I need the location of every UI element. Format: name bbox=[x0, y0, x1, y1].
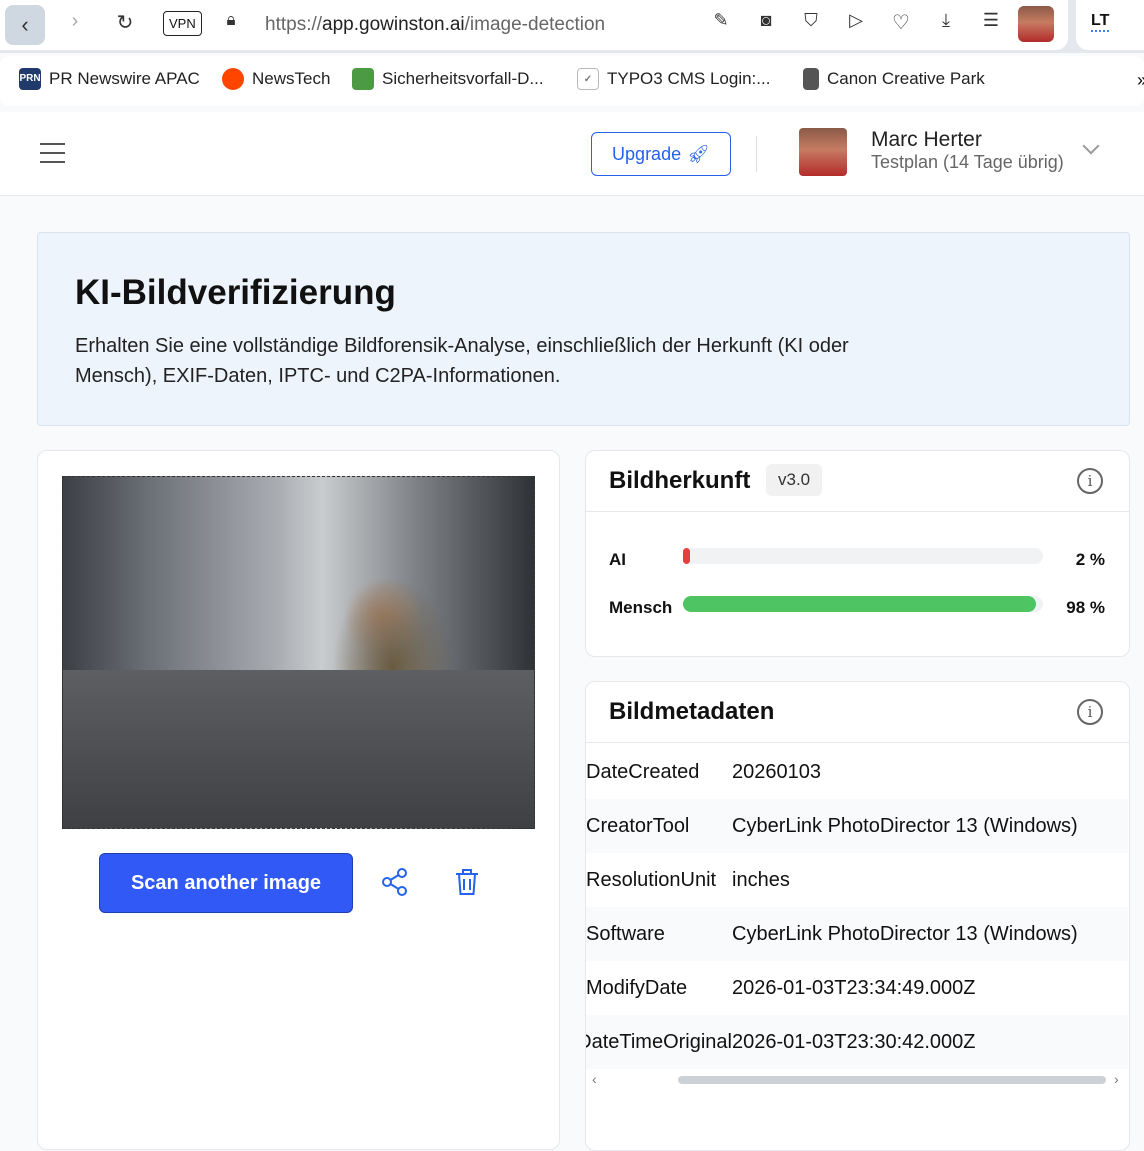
scan-another-image-button[interactable]: Scan another image bbox=[99, 853, 353, 913]
scroll-right-icon[interactable]: › bbox=[1114, 1071, 1119, 1087]
bookmark-sicherheitsvorfall[interactable]: Sicherheitsvorfall-D... bbox=[352, 68, 544, 90]
metadata-key: ResolutionUnit bbox=[586, 868, 717, 891]
languagetool-icon[interactable]: LT bbox=[1091, 12, 1110, 32]
settings-sliders-icon[interactable]: ☰ bbox=[982, 10, 1000, 30]
share-icon[interactable] bbox=[380, 867, 410, 902]
metadata-title: Bildmetadaten bbox=[609, 698, 775, 725]
upgrade-label: Upgrade bbox=[612, 143, 682, 164]
bookmark-pr-newswire[interactable]: PRN PR Newswire APAC bbox=[19, 68, 200, 90]
metadata-value: CyberLink PhotoDirector 13 (Windows) bbox=[732, 814, 1078, 837]
forward-button[interactable]: › bbox=[71, 10, 79, 32]
divider bbox=[586, 742, 1129, 743]
page-title: KI-Bildverifizierung bbox=[75, 273, 396, 312]
metadata-row: CreatorTool CyberLink PhotoDirector 13 (… bbox=[586, 799, 1128, 853]
metadata-row: ResolutionUnit inches bbox=[586, 853, 1128, 907]
divider bbox=[756, 136, 757, 172]
origin-bar-track bbox=[683, 596, 1043, 612]
bookmark-newstech[interactable]: NewsTech bbox=[222, 68, 330, 90]
metadata-row: ModifyDate 2026-01-03T23:34:49.000Z bbox=[586, 961, 1128, 1015]
metadata-row: DateTimeOriginal 2026-01-03T23:30:42.000… bbox=[586, 1015, 1128, 1069]
upgrade-button[interactable]: Upgrade 🚀︎ bbox=[591, 132, 731, 176]
url-path: /image-detection bbox=[464, 14, 606, 35]
address-bar-area bbox=[0, 0, 1068, 50]
url-host: app.gowinston.ai bbox=[322, 14, 465, 35]
url-field[interactable]: https://app.gowinston.ai/image-detection bbox=[265, 14, 605, 36]
origin-value-0: 2 % bbox=[1075, 550, 1105, 569]
heart-icon[interactable]: ♡ bbox=[892, 12, 910, 34]
bookmarks-bar bbox=[0, 56, 1144, 106]
scroll-left-icon[interactable]: ‹ bbox=[592, 1071, 597, 1087]
metadata-value: CyberLink PhotoDirector 13 (Windows) bbox=[732, 922, 1078, 945]
profile-avatar[interactable] bbox=[1018, 6, 1054, 42]
vpn-badge[interactable]: VPN bbox=[163, 11, 202, 36]
download-icon[interactable]: ⤓ bbox=[942, 10, 950, 30]
info-icon[interactable]: i bbox=[1077, 699, 1103, 725]
rocket-icon: 🚀︎ bbox=[687, 143, 710, 164]
info-icon[interactable]: i bbox=[1077, 468, 1103, 494]
metadata-value: 2026-01-03T23:30:42.000Z bbox=[732, 1030, 976, 1053]
metadata-row: Software CyberLink PhotoDirector 13 (Win… bbox=[586, 907, 1128, 961]
metadata-key: Software bbox=[586, 922, 665, 945]
typo3-icon: ✓ bbox=[577, 68, 599, 90]
origin-bar-track bbox=[683, 548, 1043, 564]
origin-bar-fill bbox=[683, 596, 1036, 612]
back-button[interactable]: ‹ bbox=[5, 5, 45, 45]
play-icon[interactable]: ▷ bbox=[849, 10, 863, 30]
shield-bookmark-icon bbox=[352, 68, 374, 90]
reload-button[interactable]: ↻ bbox=[116, 12, 134, 34]
version-badge: v3.0 bbox=[766, 464, 823, 496]
metadata-key: CreatorTool bbox=[586, 814, 690, 837]
bookmark-label: Canon Creative Park bbox=[827, 69, 985, 88]
hero-banner: KI-Bildverifizierung Erhalten Sie eine v… bbox=[37, 232, 1130, 426]
lock-icon: 🔒︎ bbox=[226, 10, 236, 29]
bookmark-label: PR Newswire APAC bbox=[49, 69, 200, 88]
metadata-key: ModifyDate bbox=[586, 976, 688, 999]
divider bbox=[586, 511, 1129, 512]
uploaded-image bbox=[62, 476, 535, 829]
file-icon bbox=[803, 68, 819, 90]
app-header bbox=[0, 112, 1144, 196]
user-avatar[interactable] bbox=[799, 128, 847, 176]
reddit-icon bbox=[222, 68, 244, 90]
bookmark-label: NewsTech bbox=[252, 69, 331, 88]
bookmark-label: Sicherheitsvorfall-D... bbox=[382, 69, 544, 88]
bookmark-canon[interactable]: Canon Creative Park bbox=[803, 68, 985, 90]
metadata-key: DateCreated bbox=[586, 760, 700, 783]
bookmark-label: TYPO3 CMS Login:... bbox=[607, 69, 771, 88]
metadata-value: 20260103 bbox=[732, 760, 821, 783]
horizontal-scrollbar[interactable] bbox=[678, 1076, 1106, 1084]
user-name[interactable]: Marc Herter bbox=[871, 128, 982, 151]
metadata-value: inches bbox=[732, 868, 790, 891]
origin-label-0: AI bbox=[609, 550, 626, 569]
edit-icon[interactable]: ✎ bbox=[713, 10, 729, 30]
more-bookmarks-icon[interactable]: » bbox=[1137, 70, 1144, 91]
bookmark-typo3[interactable]: ✓ TYPO3 CMS Login:... bbox=[577, 68, 770, 90]
camera-icon[interactable]: ◙ bbox=[760, 10, 772, 30]
origin-bar-fill bbox=[683, 548, 691, 564]
user-plan: Testplan (14 Tage übrig) bbox=[871, 152, 1064, 172]
metadata-value: 2026-01-03T23:34:49.000Z bbox=[732, 976, 976, 999]
url-prefix: https:// bbox=[265, 14, 323, 35]
metadata-row: DateCreated 20260103 bbox=[586, 745, 1128, 799]
prn-icon: PRN bbox=[19, 68, 41, 90]
metadata-key: DateTimeOriginal bbox=[586, 1030, 732, 1053]
origin-label-1: Mensch bbox=[609, 598, 673, 617]
page-description: Erhalten Sie eine vollständige Bildforen… bbox=[75, 335, 849, 387]
extension-area bbox=[1076, 0, 1144, 50]
origin-title: Bildherkunft bbox=[609, 467, 751, 494]
hamburger-menu-icon[interactable] bbox=[40, 143, 65, 163]
trash-icon[interactable] bbox=[453, 867, 481, 902]
shield-icon[interactable]: ⛉ bbox=[804, 10, 818, 30]
origin-value-1: 98 % bbox=[1066, 598, 1105, 617]
